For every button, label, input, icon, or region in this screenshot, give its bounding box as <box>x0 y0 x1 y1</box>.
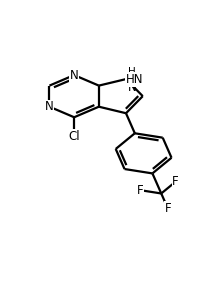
Text: F: F <box>172 175 179 188</box>
Text: N: N <box>45 100 54 113</box>
Text: Cl: Cl <box>68 130 80 143</box>
Text: N: N <box>70 68 79 82</box>
Text: HN: HN <box>126 73 143 85</box>
Text: F: F <box>137 184 144 197</box>
Text: H: H <box>128 68 135 78</box>
Text: F: F <box>165 202 171 215</box>
Text: HN: HN <box>128 73 145 85</box>
Text: N: N <box>128 81 136 94</box>
